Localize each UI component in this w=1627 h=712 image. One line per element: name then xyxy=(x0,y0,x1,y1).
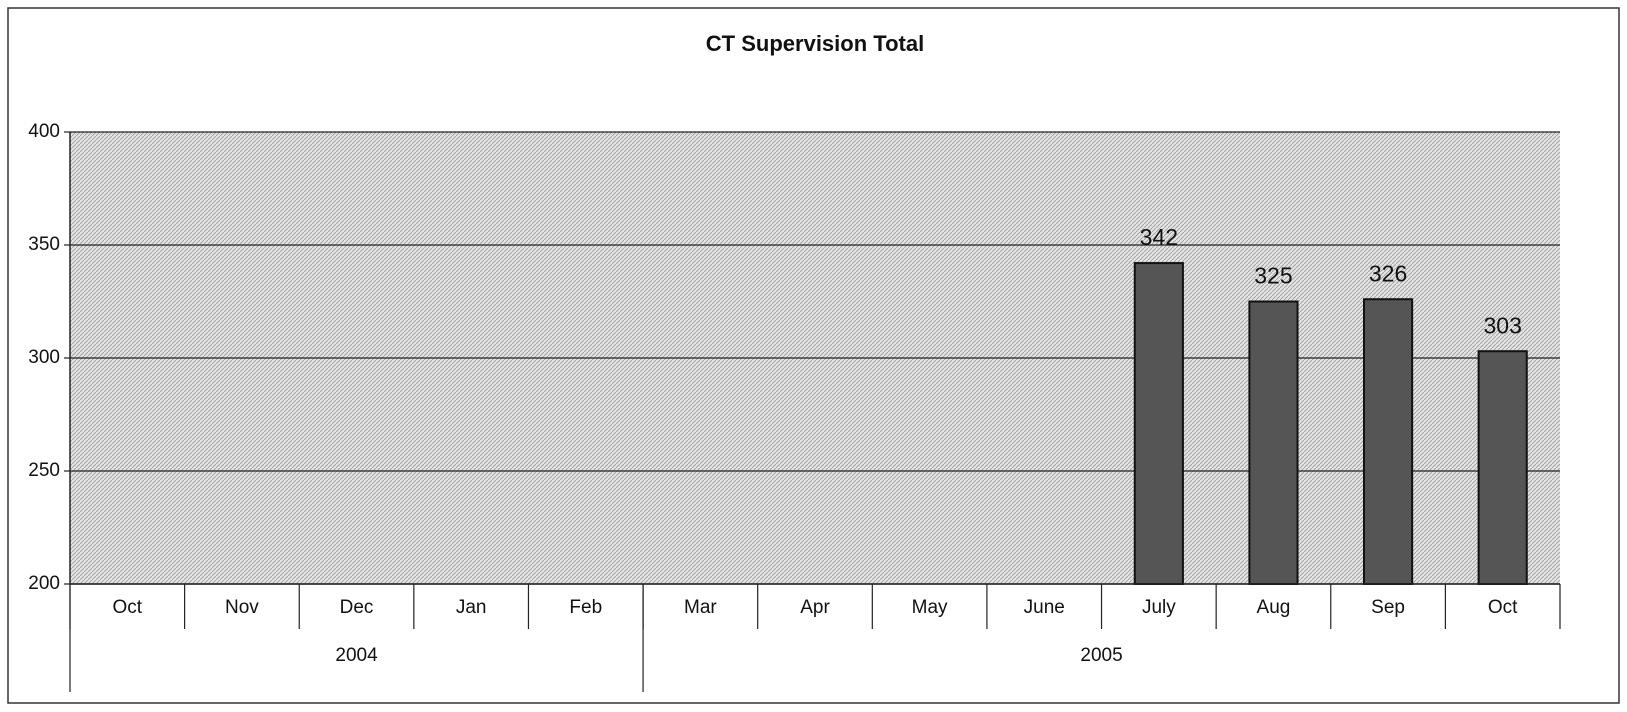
data-label: 342 xyxy=(1140,224,1178,250)
bar xyxy=(1363,298,1414,585)
x-tick-label: Mar xyxy=(684,597,717,618)
y-tick-label: 350 xyxy=(28,234,60,255)
x-tick-label: May xyxy=(912,597,948,618)
y-tick-label: 300 xyxy=(28,347,60,368)
data-label: 303 xyxy=(1484,312,1522,338)
x-tick-label: Jan xyxy=(456,597,487,618)
x-tick-label: Sep xyxy=(1371,597,1405,618)
x-tick-label: Aug xyxy=(1257,597,1291,618)
chart-frame xyxy=(7,7,1620,704)
y-tick-label: 400 xyxy=(28,121,60,142)
year-label: 2004 xyxy=(335,645,378,666)
x-tick-label: Oct xyxy=(113,597,143,618)
bar xyxy=(1248,300,1299,585)
x-tick-label: July xyxy=(1142,597,1176,618)
data-label: 325 xyxy=(1254,263,1292,289)
data-label: 326 xyxy=(1369,260,1407,286)
x-tick-label: Nov xyxy=(225,597,259,618)
chart-title: CT Supervision Total xyxy=(706,31,924,56)
x-tick-label: Feb xyxy=(569,597,602,618)
x-tick-label: June xyxy=(1024,597,1065,618)
bar xyxy=(1477,350,1528,585)
y-tick-label: 250 xyxy=(28,460,60,481)
bar xyxy=(1133,262,1184,585)
x-tick-label: Dec xyxy=(340,597,374,618)
year-label: 2005 xyxy=(1080,645,1122,666)
x-tick-label: Oct xyxy=(1488,597,1518,618)
x-tick-label: Apr xyxy=(800,597,830,618)
y-tick-label: 200 xyxy=(28,573,60,594)
